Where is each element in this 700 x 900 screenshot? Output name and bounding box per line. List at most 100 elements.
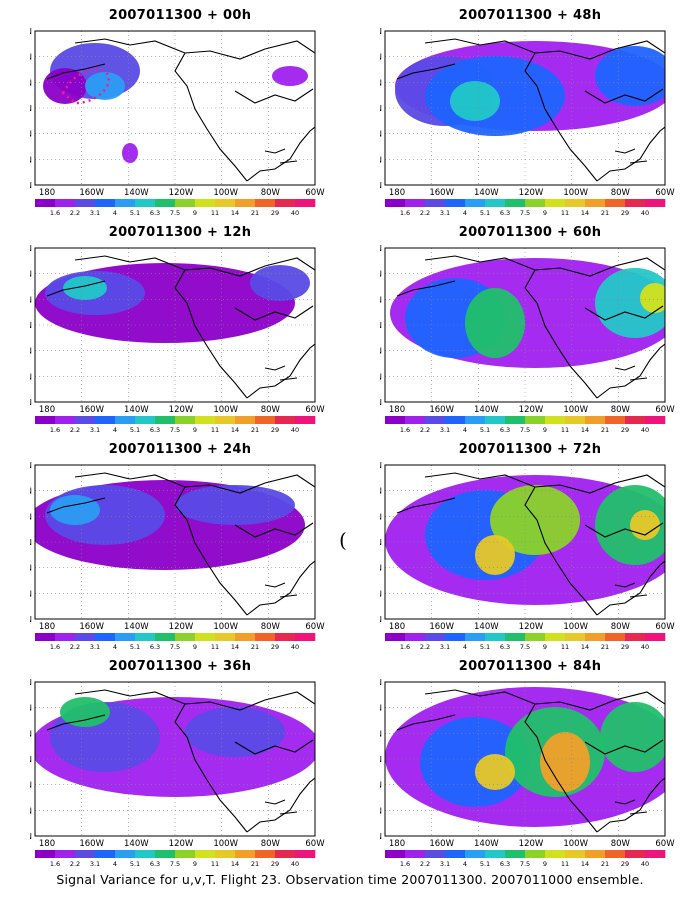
colorbar-swatch — [605, 416, 626, 424]
lon-tick-label: 80W — [611, 622, 631, 632]
colorbar-swatch — [115, 199, 136, 207]
colorbar-swatch — [445, 416, 466, 424]
variance-contour — [85, 72, 125, 100]
coastline — [424, 38, 665, 182]
colorbar-swatch — [115, 633, 136, 641]
colorbar-label: 2.2 — [70, 426, 80, 434]
colorbar-swatch — [115, 416, 136, 424]
colorbar-swatch — [235, 633, 256, 641]
map-panel-60h: 10N 20N 30N 40N 50N 60N 70N 180 160W 140W 120W 100W… — [380, 225, 700, 443]
colorbar-label: 40 — [291, 426, 299, 434]
colorbar-label: 2.2 — [70, 643, 80, 651]
colorbar-swatch — [135, 633, 156, 641]
colorbar-label: 9 — [543, 426, 547, 434]
colorbar-swatch — [505, 850, 526, 858]
colorbar-swatch — [215, 416, 236, 424]
lat-tick-label: 50N — [30, 295, 32, 304]
colorbar-label: 6.3 — [150, 643, 160, 651]
lon-tick-label: 160W — [79, 622, 104, 632]
lat-tick-label: 60N — [380, 53, 382, 62]
colorbar-swatch — [545, 199, 566, 207]
lat-tick-label: 40N — [380, 104, 382, 113]
map-panel-84h: 10N 20N 30N 40N 50N 60N 70N 180 160W 140W 120W 100W… — [380, 659, 700, 877]
colorbar-label: 3.1 — [90, 209, 100, 217]
map-canvas: 10N 20N 30N 40N 50N 60N 70N 180 160W 140W 120W 100W… — [30, 27, 325, 217]
colorbar-swatch — [645, 850, 666, 858]
lat-tick-label: 50N — [380, 78, 382, 87]
lon-tick-label: 140W — [124, 188, 149, 198]
lon-tick-label: 180 — [389, 405, 405, 415]
colorbar-swatch — [215, 199, 236, 207]
coastline — [74, 689, 315, 833]
map-frame — [34, 247, 316, 403]
colorbar-label: 14 — [581, 426, 589, 434]
lat-tick-label: 60N — [30, 704, 32, 713]
coastline — [74, 472, 315, 616]
colorbar-label: 9 — [543, 643, 547, 651]
lat-tick-label: 60N — [380, 270, 382, 279]
colorbar-swatch — [565, 416, 586, 424]
lat-tick-label: 20N — [380, 155, 382, 164]
lat-tick-label: 50N — [380, 729, 382, 738]
colorbar-label: 11 — [561, 426, 569, 434]
colorbar-label: 9 — [543, 860, 547, 868]
variance-contour — [250, 265, 310, 301]
lat-tick-label: 60N — [380, 704, 382, 713]
lon-tick-label: 80W — [261, 839, 281, 849]
colorbar-swatch — [275, 416, 296, 424]
coastline-islands — [46, 280, 298, 381]
variance-contour — [540, 732, 590, 792]
coastline-islands — [396, 714, 648, 815]
colorbar-label: 40 — [291, 209, 299, 217]
colorbar-swatch — [425, 199, 446, 207]
lon-tick-label: 60W — [655, 188, 675, 198]
lat-tick-label: 30N — [30, 564, 32, 573]
colorbar-label: 4 — [113, 860, 117, 868]
colorbar-label: 21 — [251, 426, 259, 434]
colorbar-swatch — [155, 633, 176, 641]
lon-tick-label: 120W — [519, 839, 544, 849]
colorbar-label: 21 — [601, 860, 609, 868]
lat-tick-label: 50N — [30, 729, 32, 738]
lon-tick-label: 100W — [213, 188, 238, 198]
colorbar-label: 29 — [621, 860, 629, 868]
lon-tick-label: 100W — [213, 622, 238, 632]
lon-tick-label: 160W — [429, 188, 454, 198]
colorbar-label: 29 — [271, 426, 279, 434]
colorbar-label: 11 — [561, 860, 569, 868]
lon-tick-label: 100W — [213, 405, 238, 415]
colorbar-swatch — [505, 199, 526, 207]
colorbar-label: 7.5 — [170, 209, 180, 217]
colorbar-label: 4 — [463, 860, 467, 868]
map-panel-00h: 10N 20N 30N 40N 50N 60N 70N 180 160W 140W 120W 100W… — [30, 8, 370, 226]
variance-contour — [450, 81, 500, 121]
map-canvas: 10N 20N 30N 40N 50N 60N 70N 180 160W 140W 120W 100W… — [380, 244, 675, 434]
lon-tick-label: 80W — [261, 405, 281, 415]
panel-title: 2007011300 + 12h — [108, 225, 252, 240]
colorbar-label: 2.2 — [70, 209, 80, 217]
colorbar-swatch — [585, 416, 606, 424]
coastline — [74, 38, 315, 182]
colorbar-label: 29 — [621, 209, 629, 217]
colorbar-swatch — [625, 416, 646, 424]
colorbar-swatch — [485, 633, 506, 641]
lat-tick-label: 10N — [30, 398, 32, 407]
lon-tick-label: 60W — [655, 405, 675, 415]
colorbar-label: 3.1 — [440, 643, 450, 651]
map-panel-24h: 10N 20N 30N 40N 50N 60N 70N 180 160W 140W 120W 100W… — [30, 442, 370, 660]
lat-tick-label: 70N — [380, 678, 382, 687]
colorbar-label: 7.5 — [520, 426, 530, 434]
colorbar-label: 9 — [193, 860, 197, 868]
colorbar-swatch — [645, 416, 666, 424]
colorbar-label: 29 — [271, 209, 279, 217]
colorbar-swatch — [505, 633, 526, 641]
panel-title: 2007011300 + 48h — [458, 8, 602, 23]
map-canvas: 10N 20N 30N 40N 50N 60N 70N 180 160W 140W 120W 100W… — [380, 461, 675, 651]
map-frame — [384, 681, 666, 837]
colorbar-swatch — [255, 199, 276, 207]
colorbar-swatch — [155, 416, 176, 424]
coastline-islands — [46, 497, 298, 598]
lon-tick-label: 120W — [169, 622, 194, 632]
lat-tick-label: 10N — [30, 615, 32, 624]
colorbar-swatch — [605, 633, 626, 641]
